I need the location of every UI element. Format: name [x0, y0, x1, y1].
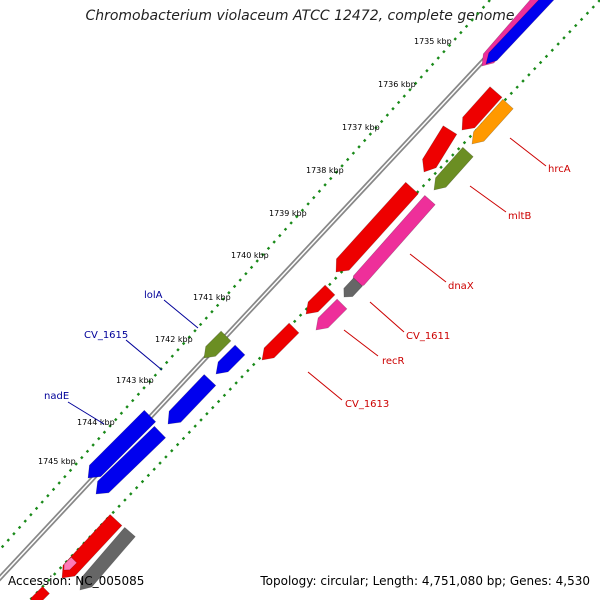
leader-line-CV_1611 — [369, 301, 405, 333]
gene-label-CV_1613: CV_1613 — [345, 399, 389, 410]
gene-label-lolA: lolA — [144, 290, 163, 301]
feature-CV_1611 — [343, 277, 363, 298]
tick-label: 1743 kbp — [116, 376, 154, 385]
leader-line-CV_1613 — [307, 371, 343, 401]
feature-recR — [315, 298, 348, 331]
topology-text: Topology: circular; Length: 4,751,080 bp… — [260, 574, 590, 588]
feature-red-lower — [61, 514, 123, 579]
feature-red-bottom — [30, 586, 50, 600]
tick-label: 1742 kbp — [155, 335, 193, 344]
leader-line-lolA — [163, 299, 199, 329]
feature-top-blue — [485, 0, 555, 65]
feature-mltB — [433, 146, 474, 191]
feature-CV_1615 — [215, 344, 246, 375]
tick-labels: 1735 kbp 1736 kbp 1737 kbp 1738 kbp 1739 kbp… — [38, 37, 452, 466]
feature-blue-1743 — [167, 374, 217, 425]
leader-line-recR — [343, 329, 379, 357]
backbone — [0, 0, 542, 582]
gene-label-hrcA: hrcA — [548, 164, 571, 175]
outer-tick-ring — [0, 0, 491, 552]
leader-line-mltB — [469, 185, 507, 213]
leader-line-hrcA — [509, 137, 547, 167]
gene-label-recR: recR — [382, 356, 405, 367]
feature-CV_1613 — [261, 322, 300, 361]
accession-text: Accession: NC_005085 — [8, 574, 145, 588]
feature-nadE — [87, 409, 157, 479]
tick-label: 1736 kbp — [378, 80, 416, 89]
feature-pink-lower — [63, 556, 78, 571]
feature-red-1740 — [305, 284, 336, 315]
tick-label: 1741 kbp — [193, 293, 231, 302]
tick-label: 1738 kbp — [306, 166, 344, 175]
gene-label-nadE: nadE — [44, 391, 69, 402]
gene-label-CV_1611: CV_1611 — [406, 331, 450, 342]
leader-line-dnaX — [409, 253, 447, 283]
gene-label-mltB: mltB — [508, 211, 531, 222]
gene-label-CV_1615: CV_1615 — [84, 330, 128, 341]
tick-label: 1745 kbp — [38, 457, 76, 466]
tick-label: 1744 kbp — [77, 418, 115, 427]
tick-label: 1737 kbp — [342, 123, 380, 132]
tick-label: 1735 kbp — [414, 37, 452, 46]
feature-lolA — [203, 330, 232, 359]
gene-labels: hrcA mltB dnaX CV_1611 recR CV_1613 lolA CV_161… — [44, 137, 571, 425]
map-title: Chromobacterium violaceum ATCC 12472, co… — [85, 8, 515, 24]
leader-line-CV_1615 — [125, 339, 163, 371]
feature-blue-1745 — [95, 425, 167, 495]
feature-track — [30, 0, 555, 600]
feature-red-1736 — [461, 86, 503, 131]
gene-label-dnaX: dnaX — [448, 281, 474, 292]
inner-tick-ring — [29, 0, 600, 600]
feature-red-1737 — [422, 125, 458, 173]
feature-gray-lower — [79, 526, 136, 591]
feature-red-dnaX — [335, 181, 419, 273]
tick-label: 1739 kbp — [269, 209, 307, 218]
feature-hrcA — [471, 98, 514, 145]
tick-label: 1740 kbp — [231, 251, 269, 260]
leader-line-nadE — [67, 401, 105, 425]
